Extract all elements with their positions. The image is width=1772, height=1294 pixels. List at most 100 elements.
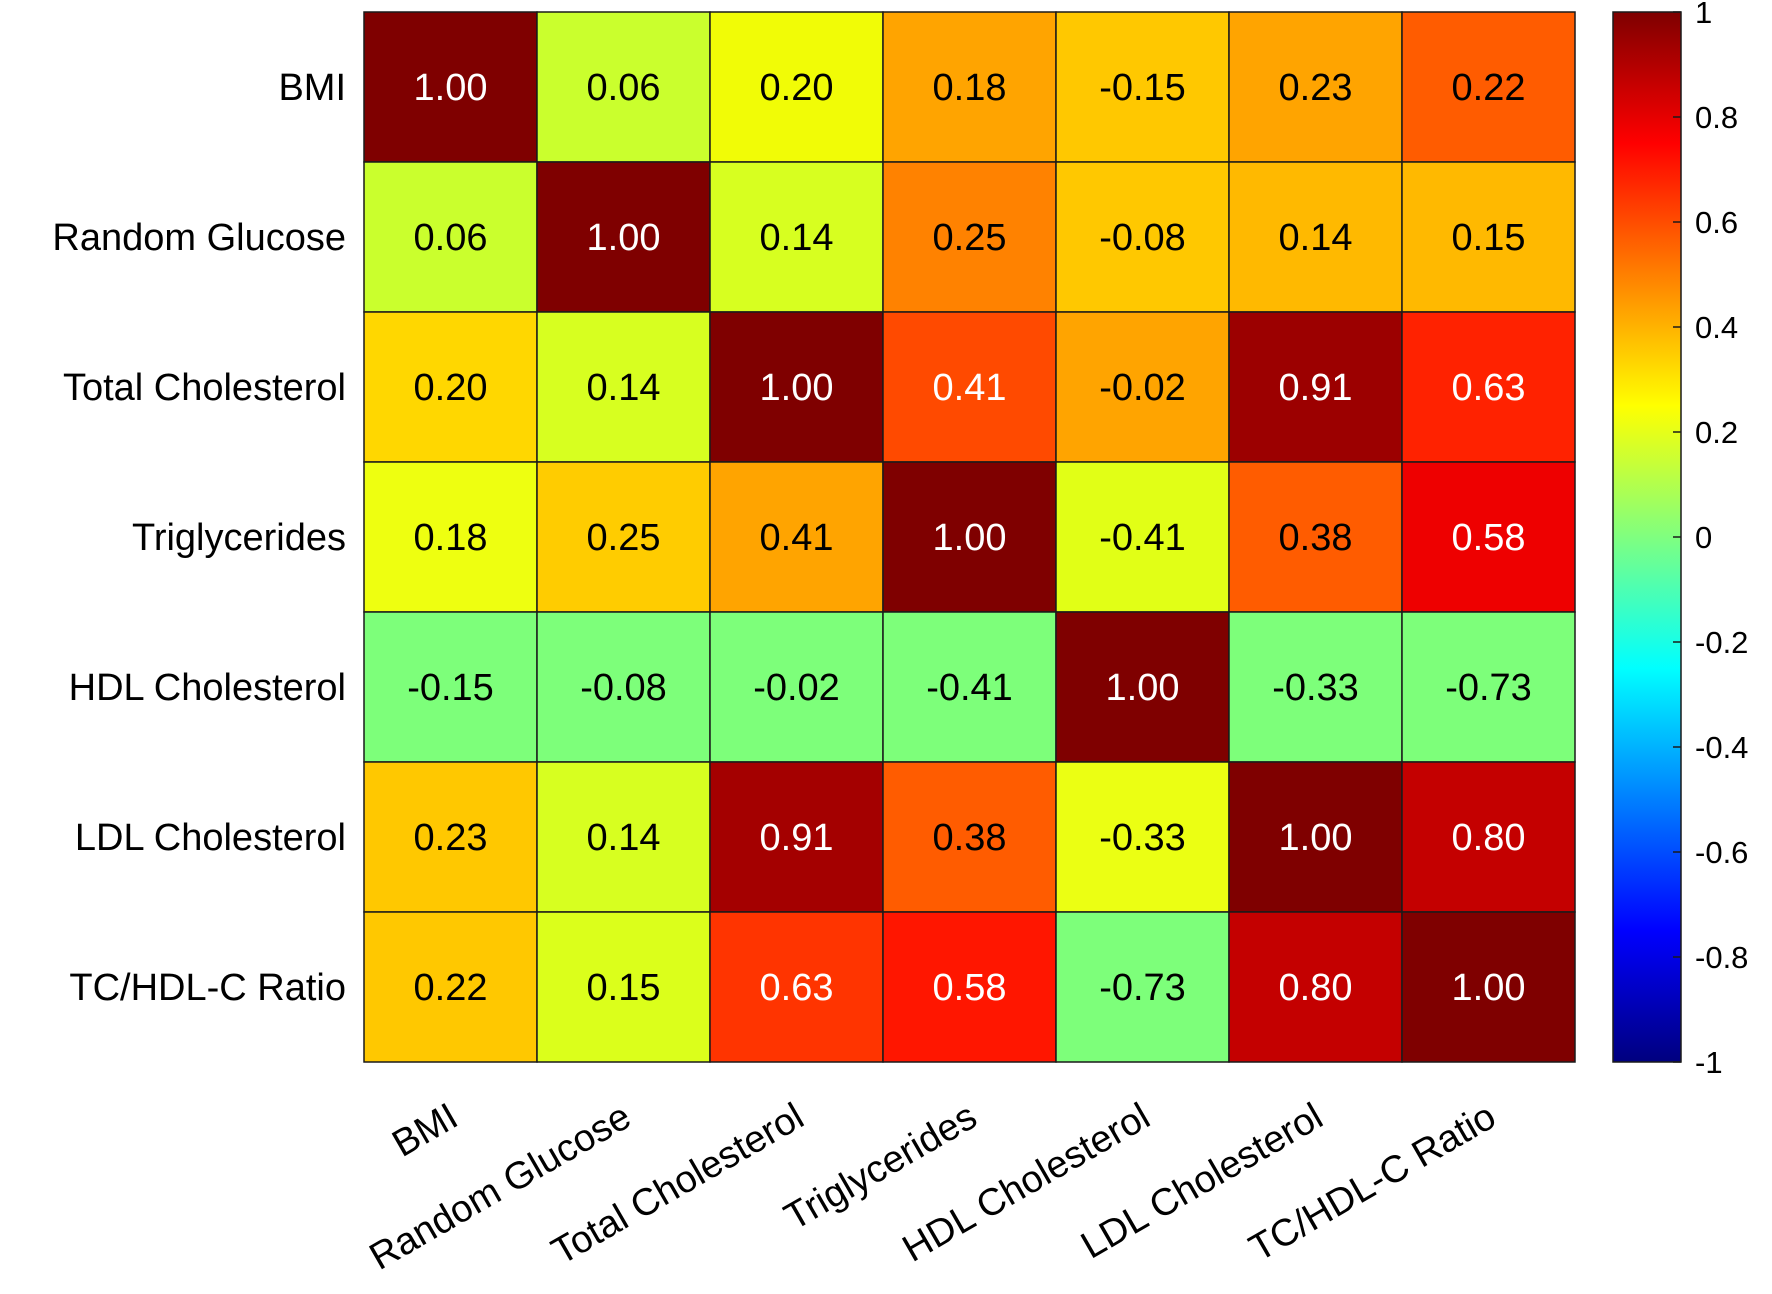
heatmap-cell-value: 0.14 <box>1279 217 1353 259</box>
colorbar-tick-label: -0.2 <box>1695 625 1748 660</box>
heatmap-cell-value: 0.18 <box>414 517 488 559</box>
heatmap-cell <box>1401 911 1576 1063</box>
heatmap-cell-value: -0.73 <box>1445 667 1532 709</box>
heatmap-cell-value: -0.08 <box>580 667 667 709</box>
heatmap-cell <box>1401 611 1576 763</box>
heatmap-cell-value: 0.06 <box>587 67 661 109</box>
heatmap-cell-value: 0.25 <box>933 217 1007 259</box>
colorbar-tick-label: 0.6 <box>1695 205 1738 240</box>
heatmap-cell <box>1055 911 1230 1063</box>
heatmap-cell-value: 0.58 <box>1452 517 1526 559</box>
heatmap-cell-value: 0.91 <box>760 817 834 859</box>
colorbar-tick-label: 0 <box>1695 520 1712 555</box>
heatmap-cell-value: -0.15 <box>1099 67 1186 109</box>
heatmap-cell-value: 0.22 <box>1452 67 1526 109</box>
heatmap-cell-value: 0.14 <box>587 817 661 859</box>
heatmap-cell-value: 0.41 <box>760 517 834 559</box>
heatmap-cell-value: 1.00 <box>1452 967 1526 1009</box>
colorbar-tick-label: 0.4 <box>1695 310 1738 345</box>
colorbar-tick-label: -0.6 <box>1695 835 1748 870</box>
colorbar-tick-label: -0.8 <box>1695 940 1748 975</box>
heatmap-cell-value: 0.14 <box>760 217 834 259</box>
heatmap-cell-value: -0.02 <box>1099 367 1186 409</box>
heatmap-cell <box>363 611 538 763</box>
heatmap-cell <box>882 311 1057 463</box>
heatmap-cell-value: 1.00 <box>933 517 1007 559</box>
heatmap-cell <box>1228 311 1403 463</box>
heatmap-cell-value: 1.00 <box>760 367 834 409</box>
heatmap-cell-value: 0.58 <box>933 967 1007 1009</box>
heatmap-cell <box>363 311 538 463</box>
heatmap-cell <box>363 761 538 913</box>
heatmap-cell <box>363 461 538 613</box>
heatmap-cell-value: 0.14 <box>587 367 661 409</box>
heatmap-cell <box>709 611 884 763</box>
colorbar-gradient <box>1612 11 1682 1063</box>
heatmap-cell <box>1401 311 1576 463</box>
heatmap-cell <box>709 161 884 313</box>
heatmap-cell <box>1401 761 1576 913</box>
heatmap-cell <box>363 911 538 1063</box>
heatmap-cell <box>709 11 884 163</box>
heatmap-cell <box>1401 461 1576 613</box>
heatmap-cell-value: 0.20 <box>414 367 488 409</box>
heatmap-cell-value: 1.00 <box>587 217 661 259</box>
row-label-bmi: BMI <box>278 67 346 109</box>
heatmap-cell-value: 0.63 <box>760 967 834 1009</box>
heatmap-cell <box>1055 311 1230 463</box>
heatmap-cell-value: 0.63 <box>1452 367 1526 409</box>
heatmap-cell-value: 0.41 <box>933 367 1007 409</box>
heatmap-cell-value: 0.20 <box>760 67 834 109</box>
heatmap-cell-value: 1.00 <box>1279 817 1353 859</box>
heatmap-cell <box>882 761 1057 913</box>
heatmap-cell-value: 0.91 <box>1279 367 1353 409</box>
heatmap-cell <box>536 311 711 463</box>
row-label-total-cholesterol: Total Cholesterol <box>63 367 346 409</box>
heatmap-cell-value: 0.18 <box>933 67 1007 109</box>
heatmap-cell <box>1228 161 1403 313</box>
row-label-triglycerides: Triglycerides <box>132 517 346 559</box>
heatmap-cell <box>536 761 711 913</box>
heatmap-cell <box>1228 461 1403 613</box>
heatmap-cell <box>1055 161 1230 313</box>
heatmap-cell <box>1228 11 1403 163</box>
heatmap-cell <box>536 461 711 613</box>
heatmap-cell-value: 0.06 <box>414 217 488 259</box>
heatmap-cell-value: 0.80 <box>1279 967 1353 1009</box>
heatmap-cell <box>882 911 1057 1063</box>
heatmap-cell <box>709 911 884 1063</box>
heatmap-cell <box>363 161 538 313</box>
heatmap-cell-value: -0.02 <box>753 667 840 709</box>
heatmap-cell-value: 0.15 <box>1452 217 1526 259</box>
heatmap-cell-value: -0.41 <box>1099 517 1186 559</box>
heatmap-cell <box>709 311 884 463</box>
colorbar-tick-label: -1 <box>1695 1045 1723 1080</box>
heatmap-cell-value: 0.38 <box>933 817 1007 859</box>
heatmap-cell-value: 0.80 <box>1452 817 1526 859</box>
heatmap-cell-value: -0.33 <box>1099 817 1186 859</box>
row-label-tc-hdl-c-ratio: TC/HDL-C Ratio <box>69 967 346 1009</box>
colorbar: 1 0.8 0.6 0.4 0.2 0 -0.2 -0.4 -0.6 -0.8 -1 <box>1612 0 1748 1080</box>
heatmap-cell-value: 0.23 <box>414 817 488 859</box>
colorbar-tick-label: -0.4 <box>1695 730 1748 765</box>
heatmap-cell-value: -0.33 <box>1272 667 1359 709</box>
colorbar-tick-label: 1 <box>1695 0 1712 30</box>
heatmap-cell-value: -0.41 <box>926 667 1013 709</box>
row-label-random-glucose: Random Glucose <box>52 217 346 259</box>
heatmap-cell <box>882 461 1057 613</box>
colorbar-tick-label: 0.2 <box>1695 415 1738 450</box>
heatmap-cell-value: 0.22 <box>414 967 488 1009</box>
heatmap-cell-value: -0.15 <box>407 667 494 709</box>
heatmap-cell-value: 1.00 <box>1106 667 1180 709</box>
row-label-hdl-cholesterol: HDL Cholesterol <box>69 667 346 709</box>
heatmap-cell-value: -0.08 <box>1099 217 1186 259</box>
heatmap-cell <box>1228 911 1403 1063</box>
heatmap-cell-value: 0.25 <box>587 517 661 559</box>
heatmap-cell <box>882 11 1057 163</box>
heatmap-cell-value: 0.15 <box>587 967 661 1009</box>
column-label-bmi: BMI <box>385 1095 465 1165</box>
heatmap-cell-value: -0.73 <box>1099 967 1186 1009</box>
heatmap-cell <box>363 11 538 163</box>
